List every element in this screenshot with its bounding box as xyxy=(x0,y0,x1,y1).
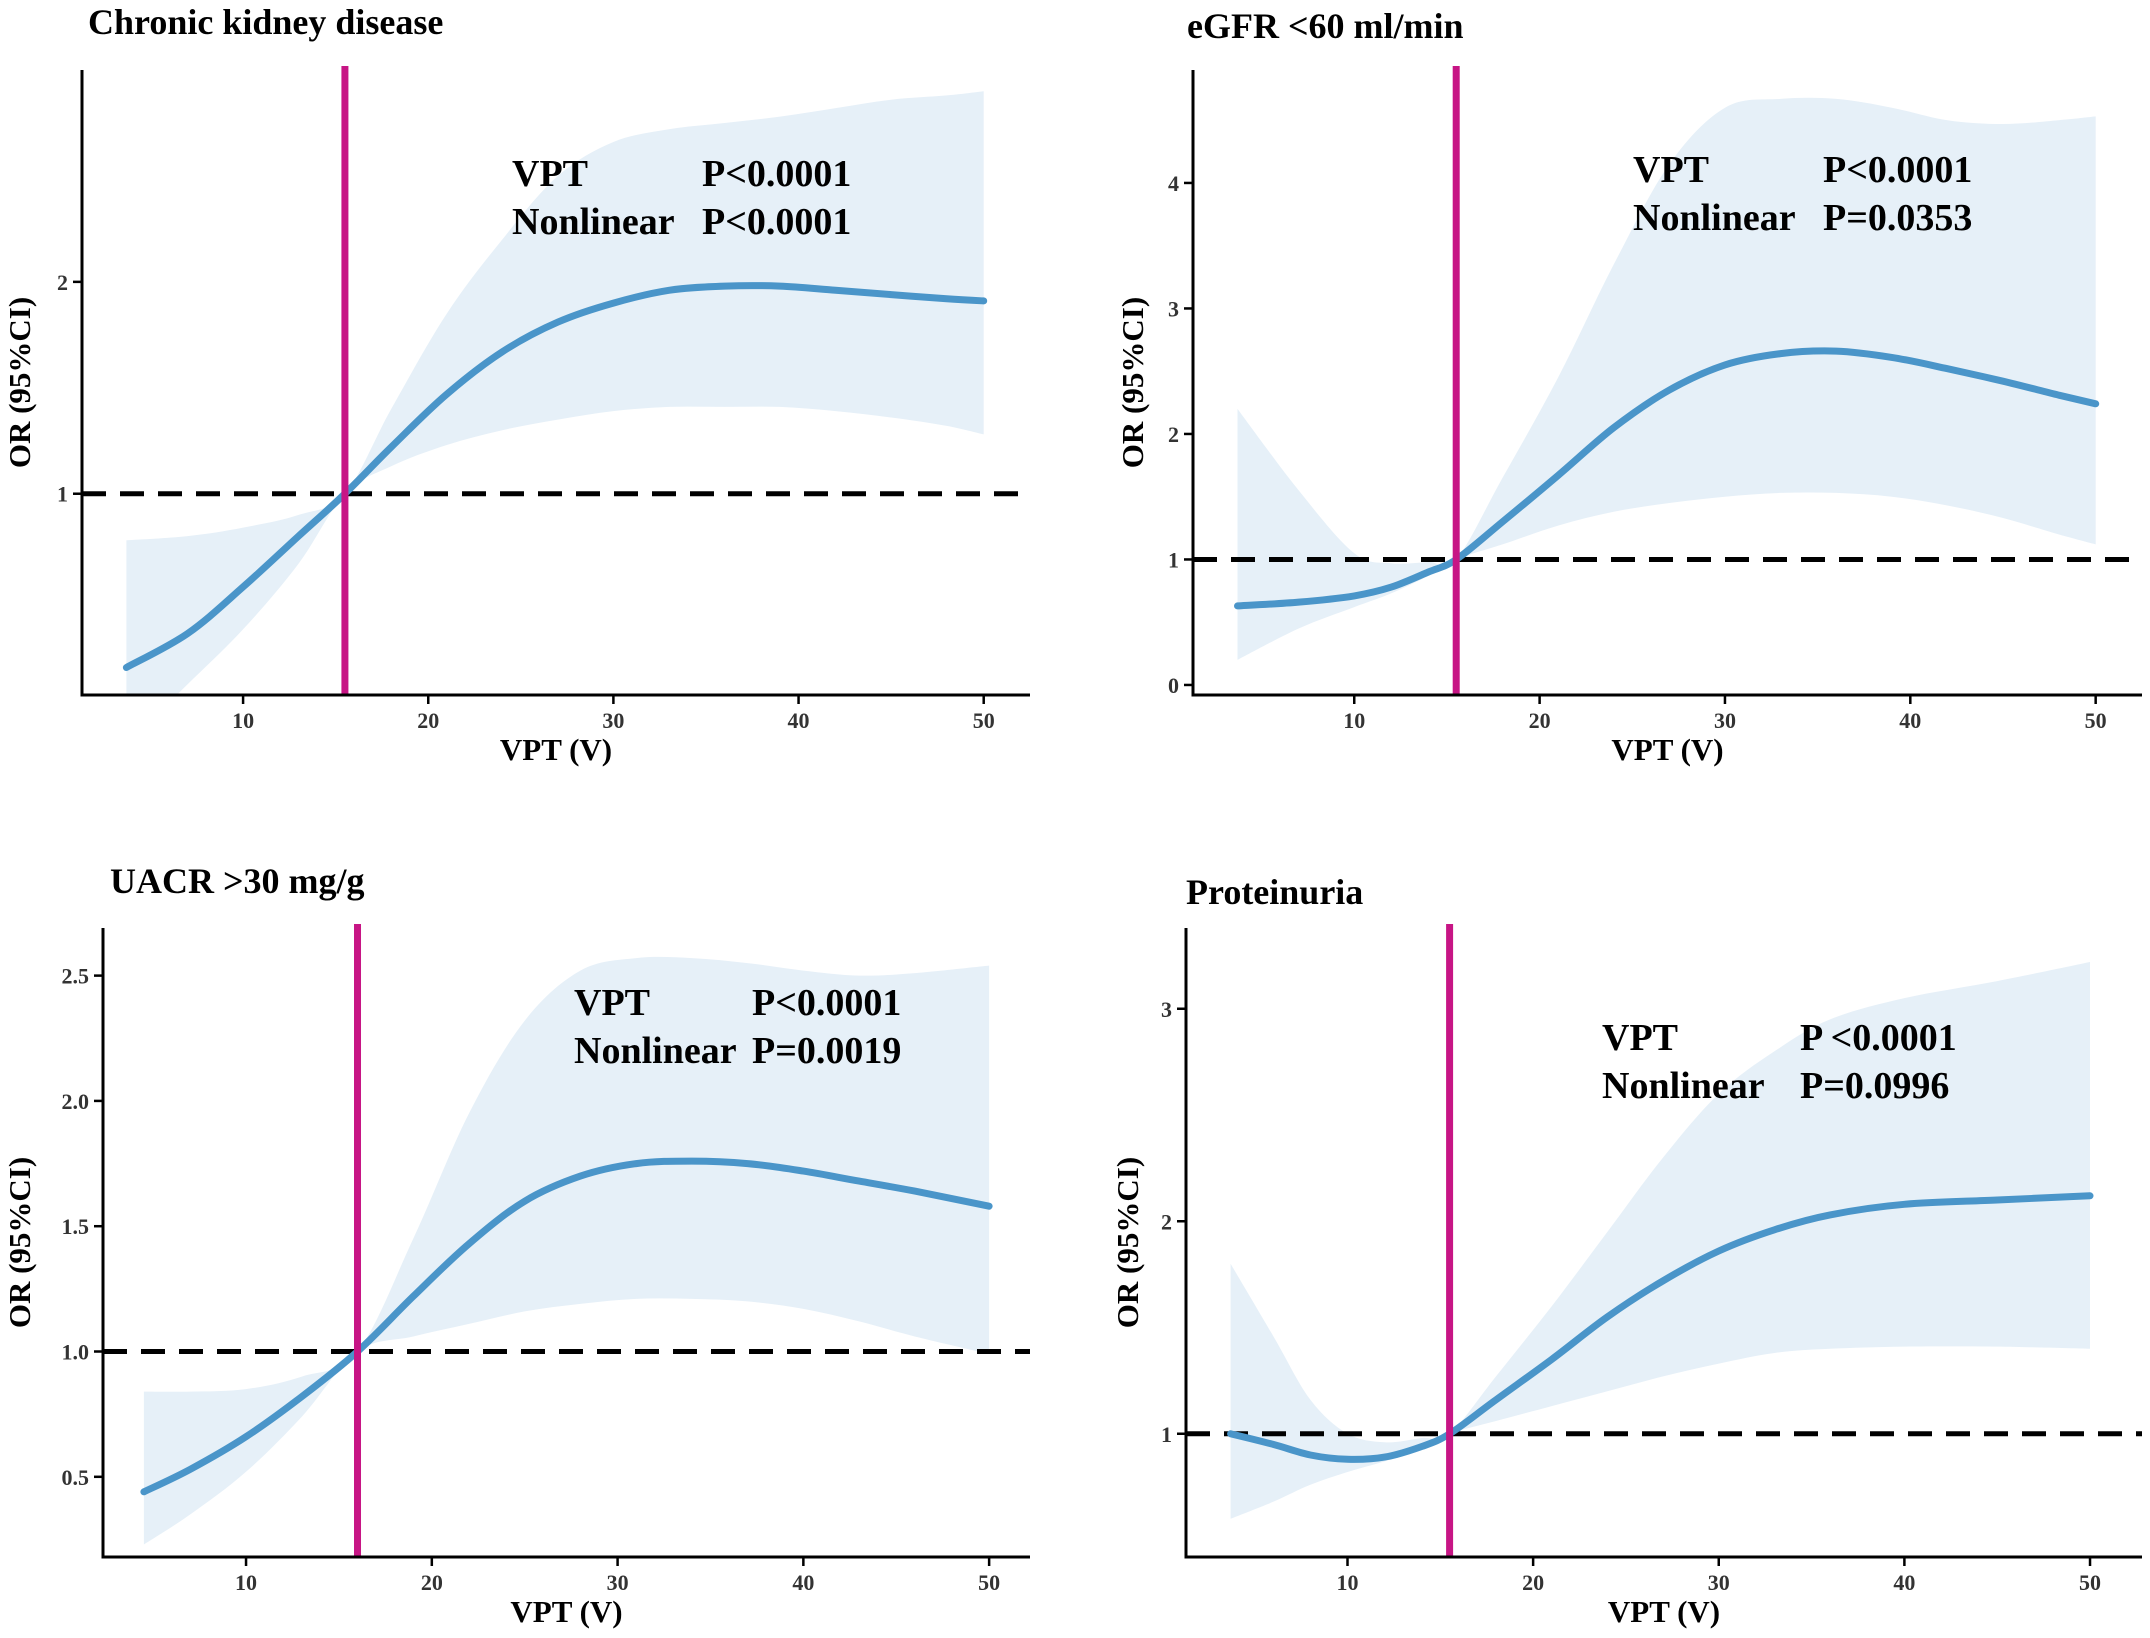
annotation-nonlinear-label: Nonlinear xyxy=(1633,197,1796,239)
annotation-nonlinear-label: Nonlinear xyxy=(512,201,675,243)
x-tick-label: 30 xyxy=(1714,708,1736,733)
confidence-band xyxy=(126,91,984,695)
x-tick-label: 50 xyxy=(973,708,995,733)
annotation-vpt-p-value: P<0.0001 xyxy=(1823,149,1972,191)
y-tick-label: 1 xyxy=(1161,1422,1172,1447)
panel-uacr: 10 20 30 40 50 0.5 1.0 1.5 2.0 2.5 VPT (V) OR (95%C… xyxy=(2,861,1030,1629)
x-tick-label: 10 xyxy=(1336,1570,1358,1595)
or-curve xyxy=(1234,347,2100,610)
y-tick-label: 4 xyxy=(1168,171,1179,196)
panel-title: Chronic kidney disease xyxy=(88,2,443,42)
annotation-nonlinear-p-value: P=0.0996 xyxy=(1800,1065,1949,1107)
x-tick-label: 30 xyxy=(607,1570,629,1595)
x-tick-label: 10 xyxy=(235,1570,257,1595)
or-curve xyxy=(1227,1192,2094,1463)
y-tick-label: 2 xyxy=(1168,422,1179,447)
y-axis-label: OR (95%CI) xyxy=(1115,297,1150,468)
plot-area xyxy=(103,956,1030,1545)
annotation-vpt-p-value: P<0.0001 xyxy=(702,153,851,195)
y-tick-label: 0 xyxy=(1168,673,1179,698)
panel-egfr: 10 20 30 40 50 0 1 2 3 4 VPT (V) OR (95%CI) eGFR <60… xyxy=(1115,6,2142,767)
y-tick-label: 2.0 xyxy=(62,1089,90,1114)
confidence-band xyxy=(1237,97,2096,660)
x-tick-label: 10 xyxy=(1343,708,1365,733)
x-tick-label: 50 xyxy=(978,1570,1000,1595)
x-tick-label: 20 xyxy=(417,708,439,733)
x-axis-label: VPT (V) xyxy=(1608,1594,1720,1629)
x-tick-label: 50 xyxy=(2079,1570,2101,1595)
y-tick-label: 3 xyxy=(1161,997,1172,1022)
x-tick-label: 40 xyxy=(1899,708,1921,733)
y-tick-label: 1 xyxy=(57,482,68,507)
annotation-vpt-label: VPT xyxy=(1602,1017,1678,1059)
or-curve xyxy=(122,282,988,671)
panel-chronic-kidney-disease: 10 20 30 40 50 1 2 VPT (V) OR (95%CI) Chronic kid… xyxy=(2,2,1030,767)
x-tick-label: 30 xyxy=(602,708,624,733)
x-tick-label: 40 xyxy=(1893,1570,1915,1595)
annotation-nonlinear-p-value: P=0.0019 xyxy=(752,1030,901,1072)
x-tick-label: 30 xyxy=(1708,1570,1730,1595)
x-tick-label: 40 xyxy=(788,708,810,733)
y-tick-label: 0.5 xyxy=(62,1465,90,1490)
y-tick-label: 1.0 xyxy=(62,1340,90,1365)
annotation-nonlinear-label: Nonlinear xyxy=(574,1030,737,1072)
panel-title: Proteinuria xyxy=(1186,872,1363,912)
confidence-band xyxy=(143,956,990,1545)
y-tick-label: 1 xyxy=(1168,547,1179,572)
y-tick-label: 2 xyxy=(1161,1209,1172,1234)
annotation-vpt-label: VPT xyxy=(512,153,588,195)
x-axis-label: VPT (V) xyxy=(500,732,612,767)
x-tick-label: 20 xyxy=(1529,708,1551,733)
x-axis-label: VPT (V) xyxy=(510,1594,622,1629)
plot-area xyxy=(1193,97,2142,660)
annotation-nonlinear-label: Nonlinear xyxy=(1602,1065,1765,1107)
panel-title: eGFR <60 ml/min xyxy=(1187,6,1464,46)
x-tick-label: 10 xyxy=(232,708,254,733)
x-tick-label: 40 xyxy=(792,1570,814,1595)
x-axis-label: VPT (V) xyxy=(1611,732,1723,767)
panel-proteinuria: 10 20 30 40 50 1 2 3 VPT (V) OR (95%CI) Proteinuri… xyxy=(1110,872,2142,1629)
x-tick-label: 20 xyxy=(1522,1570,1544,1595)
plot-area xyxy=(1186,962,2142,1519)
y-tick-label: 3 xyxy=(1168,296,1179,321)
or-curve xyxy=(140,1157,993,1496)
y-axis-label: OR (95%CI) xyxy=(2,297,37,468)
confidence-band xyxy=(1230,962,2090,1519)
y-axis-label: OR (95%CI) xyxy=(1110,1157,1145,1328)
annotation-nonlinear-p-value: P<0.0001 xyxy=(702,201,851,243)
plot-area xyxy=(82,91,1030,695)
x-tick-label: 20 xyxy=(421,1570,443,1595)
annotation-nonlinear-p-value: P=0.0353 xyxy=(1823,197,1972,239)
y-axis-label: OR (95%CI) xyxy=(2,1157,37,1328)
annotation-vpt-label: VPT xyxy=(1633,149,1709,191)
annotation-vpt-p-value: P <0.0001 xyxy=(1800,1017,1957,1059)
annotation-vpt-p-value: P<0.0001 xyxy=(752,982,901,1024)
y-tick-label: 1.5 xyxy=(62,1214,90,1239)
panel-title: UACR >30 mg/g xyxy=(110,861,365,901)
annotation-vpt-label: VPT xyxy=(574,982,650,1024)
y-tick-label: 2 xyxy=(57,270,68,295)
x-tick-label: 50 xyxy=(2085,708,2107,733)
y-tick-label: 2.5 xyxy=(62,964,90,989)
